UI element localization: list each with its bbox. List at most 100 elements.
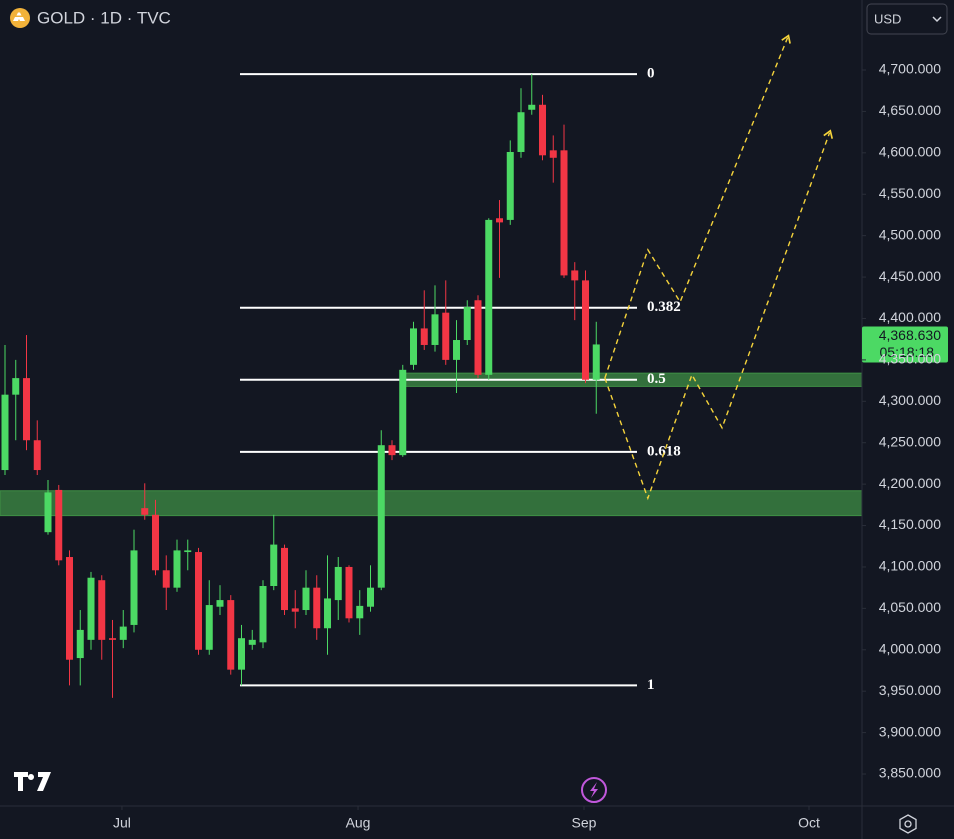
settings-button[interactable] <box>899 814 917 834</box>
candle-body <box>76 629 84 659</box>
candle-body <box>410 328 418 365</box>
candle-body <box>560 150 568 276</box>
candle-body <box>431 314 439 345</box>
plot-area: 0 0.382 0.5 0.618 1 <box>0 34 863 698</box>
candle-body <box>356 605 364 619</box>
y-tick-label: 4,000.000 <box>879 640 941 656</box>
candle-body <box>367 587 375 607</box>
candle-body <box>216 600 224 607</box>
candle-body <box>259 586 267 643</box>
candle-body <box>87 577 95 640</box>
candle-body <box>592 344 600 380</box>
x-tick-label: Aug <box>346 815 371 831</box>
candle-body <box>313 587 321 629</box>
y-tick-label: 4,350.000 <box>879 351 941 367</box>
candle-body <box>517 112 525 152</box>
candle-body <box>474 300 482 375</box>
candle-body <box>453 340 461 360</box>
candle-body <box>270 544 278 587</box>
y-tick-label: 4,450.000 <box>879 268 941 284</box>
fib-label: 0.5 <box>647 371 666 387</box>
candle-body <box>109 638 117 640</box>
projection-path <box>604 34 791 379</box>
candle-body <box>582 280 590 380</box>
symbol-icon-bars <box>13 12 25 21</box>
currency-select[interactable]: USD <box>866 3 948 35</box>
candle-body <box>44 492 52 533</box>
candle-body <box>291 608 299 612</box>
candle-body <box>173 550 181 588</box>
tradingview-logo[interactable] <box>14 772 51 791</box>
currency-box <box>866 3 948 35</box>
candle-body <box>571 270 579 281</box>
lightning-circle <box>581 777 607 803</box>
last-price-box <box>862 326 948 363</box>
projection-path <box>604 129 834 501</box>
y-tick-label: 4,600.000 <box>879 144 941 160</box>
candle-body <box>184 550 192 553</box>
symbol-title: GOLD · 1D · TVC <box>37 8 171 27</box>
lightning-button[interactable] <box>581 777 607 803</box>
candle-body <box>334 566 342 601</box>
fib-label: 0.618 <box>647 443 681 459</box>
fib-label: 0 <box>647 66 655 82</box>
candle-body <box>377 445 385 588</box>
y-tick-label: 4,650.000 <box>879 102 941 118</box>
countdown-label: 05:18:18 <box>880 344 935 360</box>
y-tick-label: 3,900.000 <box>879 723 941 739</box>
candle-body <box>162 570 170 588</box>
y-tick-label: 4,100.000 <box>879 558 941 574</box>
lightning-icon <box>590 782 598 798</box>
x-tick-label: Jul <box>113 815 131 831</box>
candle-body <box>205 605 213 650</box>
x-tick-label: Oct <box>798 815 820 831</box>
candle-body <box>496 218 504 223</box>
currency-label: USD <box>874 11 901 26</box>
candle-body <box>463 306 471 341</box>
y-tick-label: 4,400.000 <box>879 309 941 325</box>
candle-body <box>55 489 63 561</box>
candle-body <box>152 514 160 571</box>
y-tick-label: 4,700.000 <box>879 61 941 77</box>
last-price-label: 4,368.630 <box>879 327 941 343</box>
candle-body <box>65 557 73 660</box>
zone <box>0 490 863 517</box>
candle-body <box>1 394 9 471</box>
candle-body <box>506 151 514 220</box>
y-tick-label: 3,850.000 <box>879 765 941 781</box>
candle-body <box>33 440 41 471</box>
y-tick-label: 4,500.000 <box>879 226 941 242</box>
y-tick-label: 4,150.000 <box>879 516 941 532</box>
fib-label: 0.382 <box>647 299 681 315</box>
candle-body <box>141 508 149 515</box>
candle-body <box>12 378 20 395</box>
y-tick-label: 4,550.000 <box>879 185 941 201</box>
candle-body <box>528 104 536 110</box>
candle-body <box>248 639 256 645</box>
candle-body <box>539 104 547 156</box>
y-tick-label: 4,200.000 <box>879 475 941 491</box>
symbol-header[interactable]: GOLD · 1D · TVC <box>10 8 171 28</box>
candle-body <box>388 445 396 456</box>
candle-body <box>281 547 289 611</box>
candle-body <box>442 312 450 360</box>
y-tick-label: 3,950.000 <box>879 682 941 698</box>
candle-body <box>22 378 30 441</box>
y-tick-label: 4,050.000 <box>879 599 941 615</box>
candle-body <box>345 566 353 619</box>
currency-chevron <box>932 16 942 23</box>
candle-body <box>302 587 310 611</box>
candle-body <box>238 638 246 670</box>
candle-body <box>420 328 428 345</box>
candle-body <box>485 219 493 375</box>
candle-body <box>549 150 557 158</box>
settings-icon <box>899 814 917 834</box>
y-tick-label: 4,250.000 <box>879 433 941 449</box>
y-tick-label: 4,300.000 <box>879 392 941 408</box>
fib-label: 1 <box>647 677 655 693</box>
candle-body <box>130 550 138 625</box>
candle-body <box>98 580 106 640</box>
